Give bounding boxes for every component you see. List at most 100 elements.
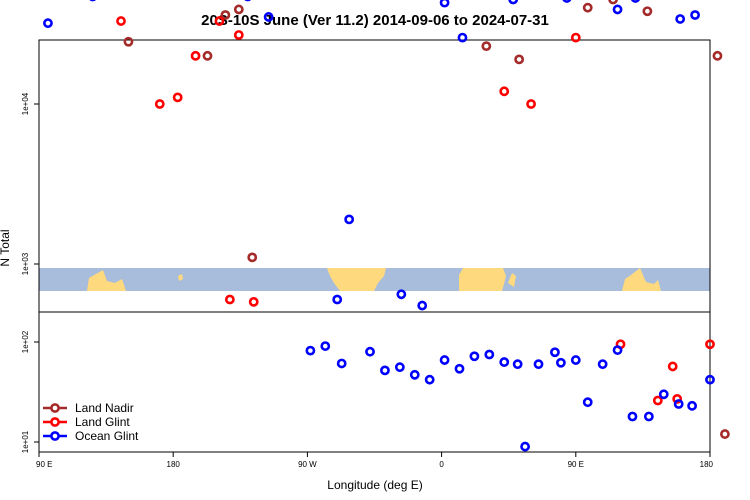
data-point-ocean-glint (630, 0, 640, 3)
legend-marker-land-glint (50, 417, 60, 427)
land-australia-east (622, 268, 661, 291)
data-point-land-glint (672, 393, 683, 404)
x-tick-label: 90 E (568, 460, 584, 469)
y-tick-label: 1e+03 (21, 252, 30, 275)
y-tick-label: 1e+04 (21, 92, 30, 115)
land-africa (459, 268, 506, 291)
y-tick-label: 1e+02 (21, 330, 30, 353)
data-point-land-glint (570, 32, 581, 43)
world-map-strip (39, 268, 710, 291)
land-australia (87, 270, 126, 291)
legend-label-land-nadir: Land Nadir (75, 401, 134, 415)
data-point-ocean-glint (508, 0, 519, 5)
legend-marker-ocean-glint (50, 431, 60, 441)
data-point-land-glint (190, 50, 201, 61)
data-point-land-nadir (233, 4, 244, 15)
data-point-land-nadir (220, 10, 231, 20)
data-point-ocean-glint (643, 411, 654, 422)
legend-label-ocean-glint: Ocean Glint (75, 429, 139, 443)
x-tick-label: 180 (700, 460, 714, 469)
y-axis-label: N Total (0, 229, 12, 266)
data-point-ocean-glint (612, 345, 623, 355)
data-point-land-glint (652, 395, 663, 406)
data-point-land-glint (154, 99, 165, 109)
data-point-ocean-glint (409, 369, 420, 380)
data-point-land-glint (248, 296, 259, 307)
land-madagascar (508, 273, 516, 287)
data-point-ocean-glint (597, 359, 608, 370)
data-point-land-nadir (720, 429, 730, 439)
legend-marker-land-nadir (50, 403, 60, 413)
chart-title: 20S-10S June (Ver 11.2) 2014-09-06 to 20… (201, 12, 549, 29)
land-south-america (327, 268, 386, 291)
data-point-ocean-glint (332, 294, 343, 305)
data-point-ocean-glint (365, 346, 375, 357)
data-points (43, 0, 730, 452)
data-point-ocean-glint (396, 289, 407, 300)
data-point-ocean-glint (690, 10, 700, 20)
data-point-ocean-glint (394, 362, 405, 373)
land-new-caledonia (178, 274, 183, 281)
data-point-ocean-glint (380, 365, 390, 376)
data-point-land-glint (233, 30, 244, 40)
data-point-ocean-glint (305, 345, 316, 356)
data-point-ocean-glint (520, 441, 531, 452)
data-point-land-glint (526, 99, 536, 109)
data-point-ocean-glint (457, 32, 468, 43)
data-point-ocean-glint (439, 0, 450, 8)
data-point-ocean-glint (263, 12, 274, 22)
data-point-ocean-glint (417, 300, 428, 311)
data-point-ocean-glint (499, 357, 510, 367)
data-point-land-glint (667, 361, 678, 372)
data-point-ocean-glint (550, 347, 560, 358)
data-point-land-glint (224, 294, 235, 305)
y-tick-label: 1e+01 (21, 430, 30, 453)
data-point-ocean-glint (469, 351, 480, 362)
data-point-ocean-glint (320, 341, 331, 351)
data-point-ocean-glint (484, 349, 495, 360)
x-tick-label: 90 E (36, 460, 52, 469)
data-point-ocean-glint (336, 358, 347, 369)
x-tick-label: 90 W (298, 460, 317, 469)
data-point-ocean-glint (555, 357, 566, 368)
data-point-land-nadir (481, 41, 492, 52)
data-point-land-nadir (582, 2, 593, 13)
data-point-ocean-glint (627, 411, 638, 422)
data-point-ocean-glint (512, 359, 523, 370)
data-point-ocean-glint (454, 363, 465, 374)
data-point-ocean-glint (705, 374, 715, 385)
data-point-ocean-glint (439, 355, 450, 365)
x-tick-label: 0 (439, 460, 444, 469)
data-point-land-glint (172, 92, 183, 103)
data-point-land-nadir (514, 54, 525, 65)
data-point-land-nadir (247, 252, 258, 263)
data-point-land-nadir (642, 6, 653, 17)
data-point-ocean-glint (570, 355, 581, 365)
data-point-land-nadir (123, 36, 134, 47)
data-point-land-glint (116, 16, 126, 26)
data-point-ocean-glint (612, 4, 623, 15)
data-point-land-glint (214, 16, 225, 26)
data-point-land-nadir (712, 50, 723, 61)
data-point-land-glint (705, 339, 715, 350)
data-point-ocean-glint (562, 0, 572, 3)
data-point-ocean-glint (673, 399, 684, 409)
data-point-land-glint (499, 86, 510, 97)
data-point-ocean-glint (533, 359, 544, 370)
data-point-ocean-glint (43, 18, 53, 29)
data-point-ocean-glint (582, 397, 593, 408)
data-point-land-nadir (608, 0, 618, 5)
x-tick-label: 180 (167, 460, 181, 469)
x-axis-label: Longitude (deg E) (327, 478, 422, 492)
data-point-land-nadir (202, 50, 213, 61)
data-point-ocean-glint (424, 374, 435, 385)
data-point-ocean-glint (658, 389, 669, 400)
data-point-ocean-glint (687, 400, 698, 411)
legend-label-land-glint: Land Glint (75, 415, 130, 429)
data-point-ocean-glint (675, 14, 686, 24)
data-point-ocean-glint (344, 214, 355, 225)
